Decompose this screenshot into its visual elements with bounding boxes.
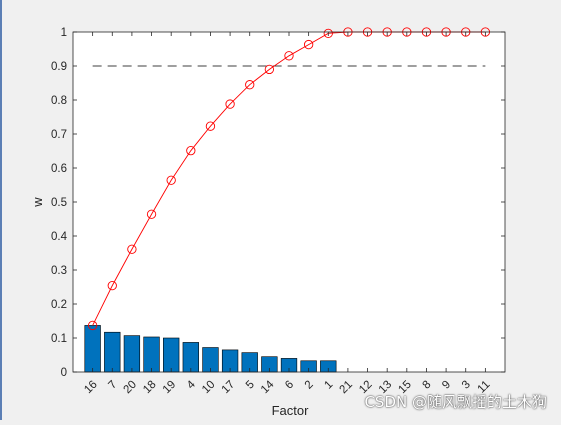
x-tick-label: 1: [322, 379, 335, 392]
cumulative-point-4: [186, 146, 196, 156]
y-axis-label: w: [30, 197, 45, 208]
y-tick-label: 0.4: [51, 231, 68, 243]
bar-7: [104, 331, 121, 373]
y-tick-label: 0.8: [51, 95, 67, 107]
cumulative-point-1: [323, 28, 333, 39]
x-tick-label: 4: [185, 378, 198, 391]
x-tick-label: 19: [161, 379, 179, 397]
cumulative-point-7: [107, 280, 117, 291]
x-tick-label: 14: [259, 378, 277, 396]
y-tick-label: 0: [61, 367, 67, 379]
y-tick-label: 0.9: [51, 61, 67, 73]
y-tick-label: 0.3: [51, 265, 67, 277]
y-tick-label: 0.6: [51, 163, 67, 175]
cumulative-point-2: [303, 39, 314, 50]
y-tick-label: 0.1: [51, 333, 67, 345]
x-tick-label: 6: [283, 379, 296, 392]
x-tick-label: 2: [303, 379, 316, 392]
cumulative-point-17: [225, 99, 235, 109]
window-frame-edge: [0, 0, 2, 420]
x-tick-label: 9: [440, 379, 453, 392]
bar-18: [143, 336, 160, 373]
x-tick-label: 10: [200, 379, 218, 397]
x-tick-label: 20: [121, 379, 139, 397]
cumulative-point-19: [166, 175, 176, 185]
y-tick-label: 0.5: [51, 197, 67, 209]
bar-20: [123, 335, 141, 373]
cumulative-point-5: [245, 80, 255, 90]
x-tick-label: 17: [220, 379, 238, 397]
cumulative-point-16: [87, 320, 98, 331]
x-tick-label: 8: [421, 379, 434, 392]
x-tick-label: 3: [460, 379, 473, 392]
y-tick-label: 0.2: [51, 299, 67, 311]
y-tick-label: 1: [61, 27, 67, 39]
y-tick-label: 0.7: [51, 129, 67, 141]
x-tick-label: 5: [244, 379, 257, 392]
x-tick-label: 18: [141, 379, 159, 397]
bar-16: [84, 325, 101, 373]
x-tick-label: 21: [337, 379, 355, 397]
x-tick-label: 16: [82, 379, 100, 397]
plot-area: [73, 32, 505, 372]
cumulative-point-14: [264, 64, 275, 75]
watermark-text: CSDN @随风飘摇的土木狗: [364, 393, 547, 411]
bar-19: [163, 337, 180, 373]
x-tick-label: 7: [106, 379, 119, 392]
cumulative-point-6: [284, 51, 294, 61]
cumulative-point-20: [127, 244, 137, 254]
cumulative-point-10: [205, 121, 216, 131]
cumulative-point-18: [146, 209, 157, 219]
x-axis-label: Factor: [272, 403, 310, 418]
bar-4: [182, 342, 199, 373]
